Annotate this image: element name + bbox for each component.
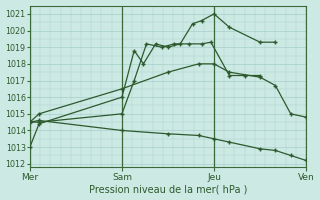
X-axis label: Pression niveau de la mer( hPa ): Pression niveau de la mer( hPa ) — [89, 184, 247, 194]
